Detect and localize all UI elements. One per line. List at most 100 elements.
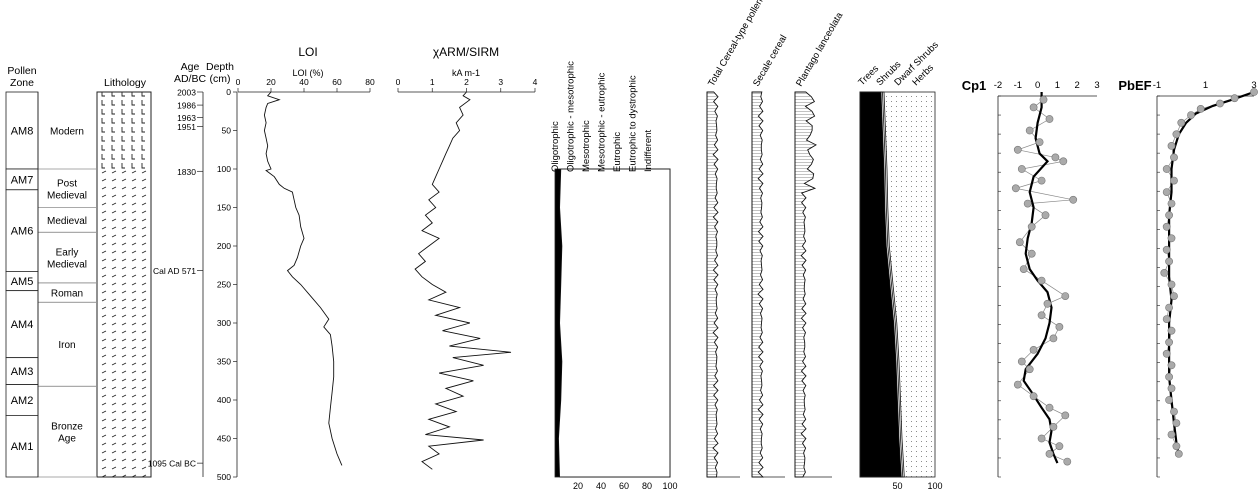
series-line — [263, 91, 343, 466]
smoothed-series-line — [1022, 92, 1059, 464]
data-point — [1170, 176, 1178, 185]
data-point — [1172, 130, 1181, 139]
period-label: Modern — [50, 127, 84, 138]
pollen-zone-label: AM1 — [11, 441, 34, 453]
depth-tick-label: 350 — [217, 357, 231, 367]
age-label: 2003 — [177, 88, 196, 98]
data-point — [1061, 411, 1070, 420]
loi-panel: 0 20 40 60 80 — [236, 77, 375, 466]
trophic-tick-label: 20 — [573, 481, 583, 490]
data-point — [1167, 384, 1176, 393]
trophic-panel: 20 40 60 80 100 Oligotrophic Oligotrophic - me… — [550, 61, 678, 490]
period-label: Medieval — [47, 260, 87, 271]
depth-tick-label: 0 — [226, 87, 231, 97]
data-point — [1037, 311, 1046, 320]
data-point — [1037, 434, 1046, 443]
x-tick-label: 80 — [365, 77, 375, 87]
series-line — [414, 91, 512, 470]
period-label: Roman — [51, 289, 83, 300]
x-tick-label: 0 — [396, 77, 401, 87]
age-header-1: Age — [181, 61, 200, 73]
period-label: Medieval — [47, 190, 87, 201]
data-point — [1165, 303, 1173, 312]
data-point — [1170, 292, 1178, 300]
pollen-zone-header-1: Pollen — [7, 65, 36, 77]
vegetation-tick-label: 50 — [892, 481, 902, 490]
x-tick-label: 0 — [1035, 80, 1040, 91]
data-point — [1165, 338, 1173, 347]
depth-tick-label: 250 — [217, 280, 231, 290]
depth-tick-label: 50 — [222, 126, 232, 136]
x-tick-label: 2 — [464, 77, 469, 87]
age-header-2: AD/BC — [174, 73, 207, 85]
x-tick-label: 0 — [236, 77, 241, 87]
cp1-title: Cp1 — [962, 78, 987, 93]
data-point — [1162, 245, 1171, 254]
data-point — [1167, 326, 1176, 335]
data-point — [1162, 315, 1171, 323]
data-point — [1172, 442, 1181, 451]
data-point — [1049, 334, 1058, 343]
loi-unit: LOI (%) — [292, 68, 323, 78]
pollen-zone-box — [5, 91, 39, 170]
data-point — [1162, 188, 1171, 196]
xarm-title: χARM/SIRM — [433, 45, 499, 59]
data-point — [1230, 94, 1239, 103]
period-label: Medieval — [47, 216, 87, 227]
xarm-panel: 0 1 2 3 4 — [396, 77, 538, 470]
data-point — [1162, 165, 1171, 173]
data-point — [1023, 199, 1032, 208]
data-point — [1019, 265, 1028, 273]
smoothed-series-line — [1168, 90, 1255, 456]
depth-axis: 0 50 100 150 200 250 300 350 400 450 500 — [217, 87, 238, 482]
data-point — [1017, 357, 1026, 366]
depth-tick-label: 150 — [217, 203, 231, 213]
data-point — [1165, 257, 1173, 266]
data-point — [1172, 419, 1181, 427]
data-point — [1029, 345, 1038, 354]
x-tick-label: 20 — [266, 77, 276, 87]
x-tick-label: 40 — [299, 77, 309, 87]
data-point — [1045, 115, 1054, 123]
lithology-frame — [96, 91, 152, 478]
trophic-series-label: Oligotrophic — [550, 121, 561, 172]
data-point — [1011, 184, 1020, 193]
data-point — [1025, 365, 1034, 374]
data-point — [1167, 141, 1176, 150]
data-point — [1063, 457, 1072, 466]
data-point — [1015, 238, 1024, 247]
x-tick-label: 4 — [533, 77, 538, 87]
data-point — [1174, 449, 1183, 458]
cereal-title: Secale cereal — [751, 33, 789, 88]
pbef-title: PbEF — [1118, 78, 1151, 93]
trophic-tick-label: 100 — [662, 481, 677, 490]
x-tick-label: 3 — [1094, 80, 1099, 91]
trophic-series-label: Mesotrophic — [581, 120, 592, 172]
pbef-panel: -1 1 3 — [1153, 80, 1258, 478]
age-label: 1963 — [177, 113, 196, 123]
pollen-zone-box — [5, 290, 39, 359]
depth-header-2: (cm) — [210, 73, 231, 85]
vegetation-tick-label: 100 — [927, 481, 942, 490]
trophic-series-label: Eutrophic — [612, 132, 623, 172]
data-point — [1167, 234, 1176, 243]
lithology-lower-fill — [97, 169, 151, 477]
loi-title: LOI — [298, 45, 317, 59]
pollen-zone-box — [5, 189, 39, 272]
x-tick-label: 3 — [498, 77, 503, 87]
data-point — [1187, 111, 1195, 119]
lithology-column — [96, 91, 152, 478]
data-point — [1165, 211, 1173, 220]
depth-tick-label: 450 — [217, 434, 231, 444]
data-point — [1167, 430, 1176, 439]
age-label: 1986 — [177, 101, 196, 111]
pollen-zone-box — [5, 414, 39, 478]
x-tick-label: 2 — [1075, 80, 1080, 91]
depth-header-1: Depth — [206, 61, 234, 73]
raw-series-line — [1163, 91, 1255, 455]
pollen-zone-label: AM6 — [11, 226, 34, 238]
x-tick-label: -1 — [1153, 80, 1161, 91]
